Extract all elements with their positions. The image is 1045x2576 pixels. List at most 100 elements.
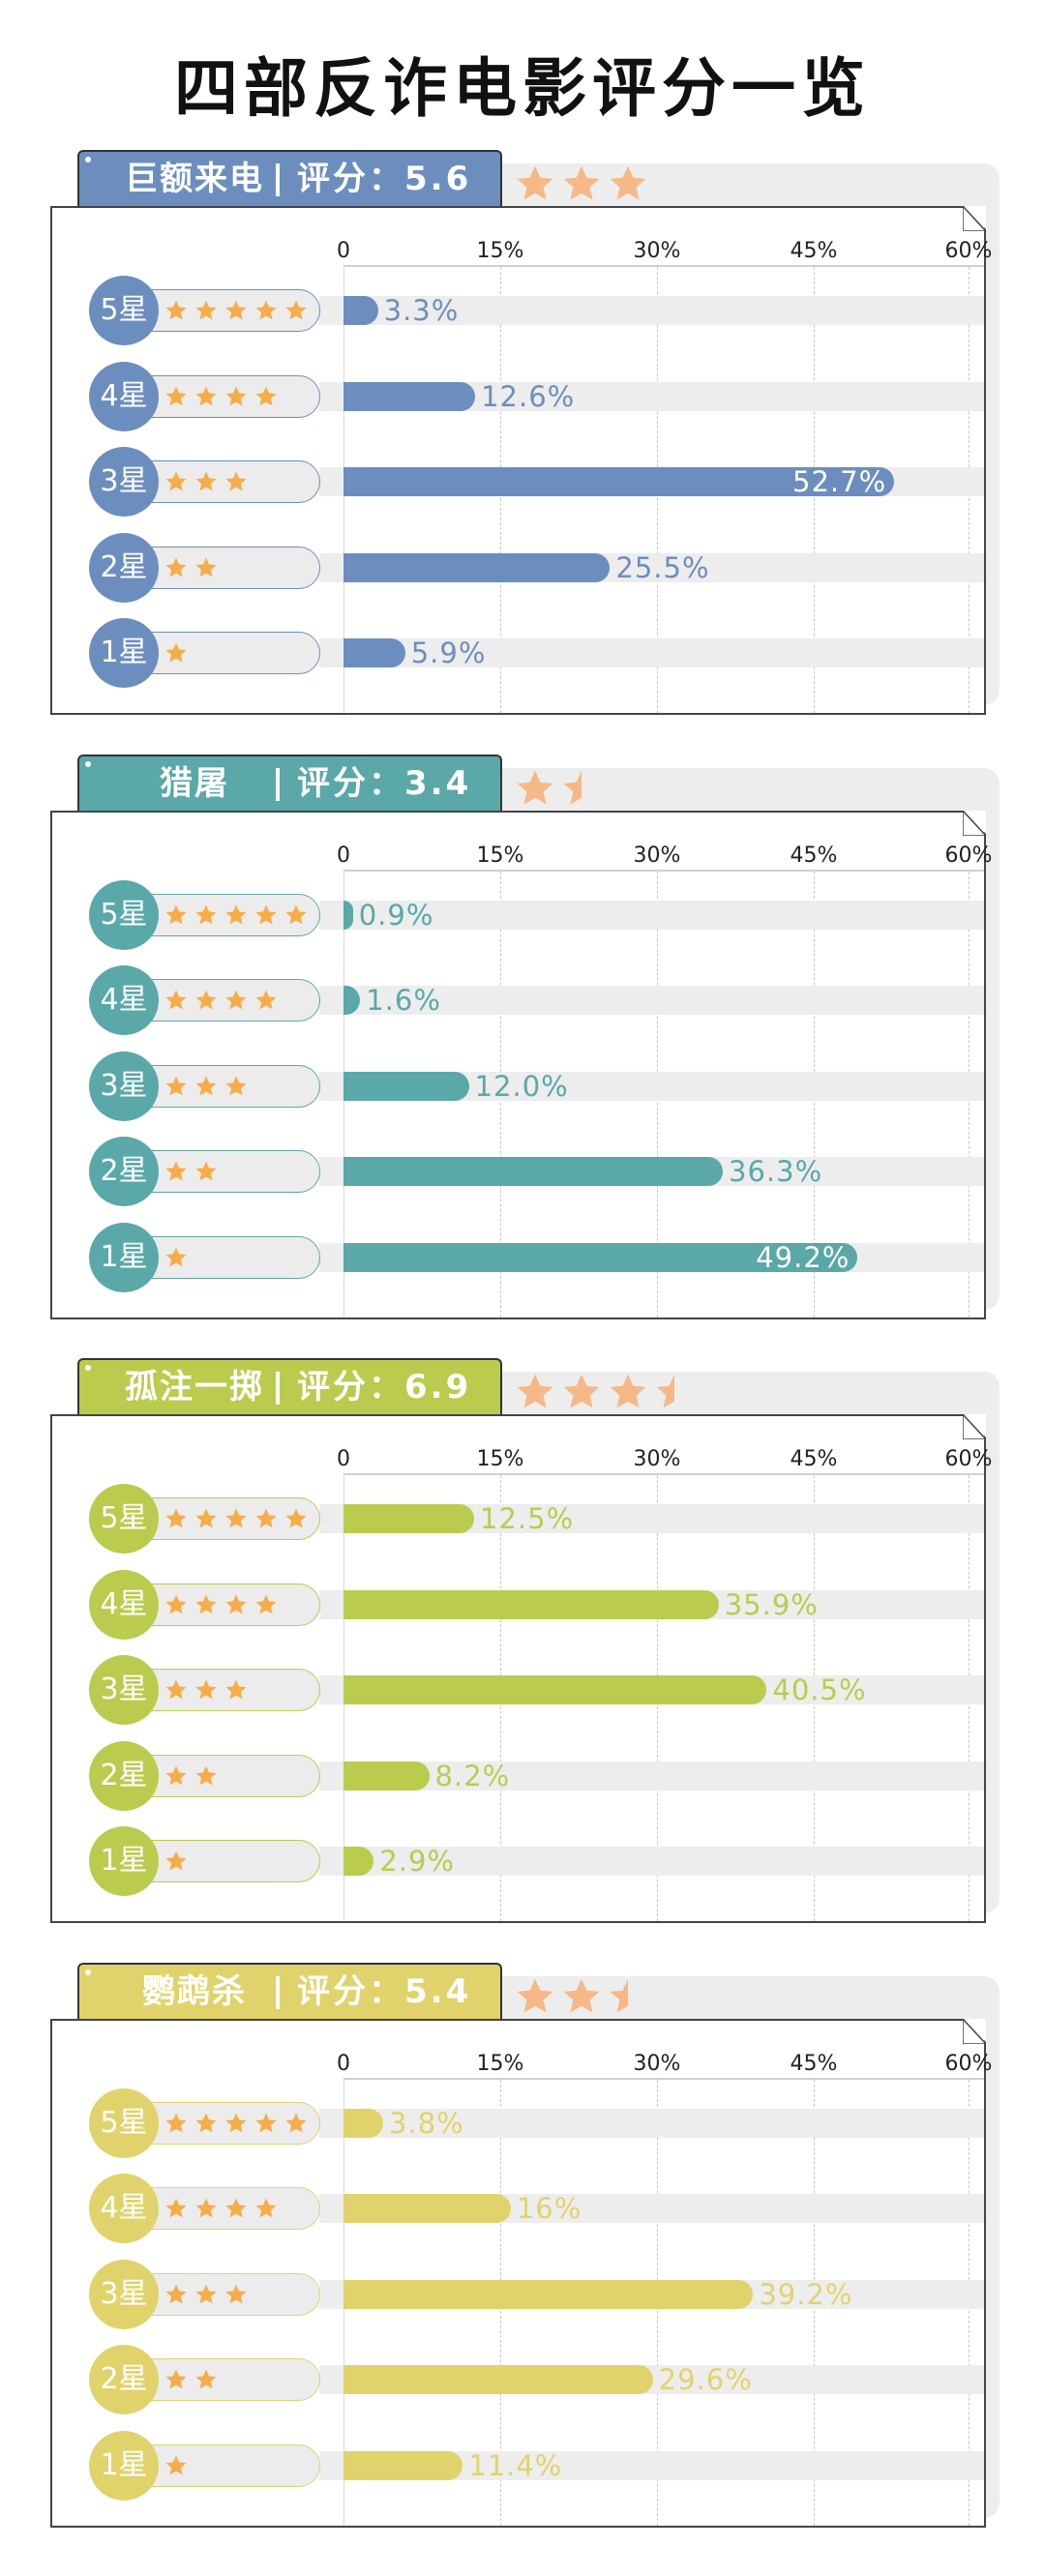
star-icon	[610, 165, 646, 200]
category-badge: 4星	[89, 1569, 159, 1640]
movie-title: 孤注一掷	[125, 1368, 264, 1406]
category-pill	[135, 546, 320, 589]
star-icon	[225, 990, 247, 1010]
panel-title-tab: 巨额来电 评分：5.6	[77, 150, 502, 206]
star-icon	[165, 1161, 187, 1181]
star-icon	[195, 471, 217, 491]
title-separator	[276, 1975, 280, 2009]
star-icon	[225, 904, 247, 924]
star-icon	[255, 386, 277, 405]
category-pill	[135, 632, 320, 674]
star-icon	[165, 1851, 187, 1871]
bar	[343, 900, 353, 930]
star-icon	[165, 1594, 187, 1614]
star-icon	[195, 1508, 217, 1528]
data-label: 16%	[516, 2192, 582, 2225]
data-label: 11.4%	[468, 2448, 563, 2482]
star-icon	[195, 300, 217, 320]
bar	[343, 2194, 511, 2223]
x-tick-label: 60%	[944, 843, 993, 868]
star-icon	[225, 471, 247, 491]
star-icon	[195, 904, 217, 924]
x-tick-label: 15%	[476, 1447, 524, 1471]
movie-score: 评分：6.9	[297, 1368, 472, 1406]
category-pill	[135, 1840, 320, 1882]
bar	[343, 1242, 858, 1272]
bar	[343, 2108, 384, 2138]
star-icon	[165, 471, 187, 491]
bar	[343, 1675, 767, 1704]
bar	[343, 1589, 719, 1619]
data-label: 2.9%	[379, 1845, 455, 1878]
x-axis-line	[343, 265, 984, 267]
movie-score: 评分：3.4	[297, 763, 472, 803]
category-pill	[135, 374, 320, 418]
bar	[343, 552, 611, 582]
folded-corner-icon	[963, 2018, 986, 2044]
data-label: 25.5%	[615, 550, 710, 584]
panel-title-tab: 孤注一掷 评分：6.9	[77, 1358, 502, 1414]
bar-track	[319, 638, 984, 667]
bar-track	[319, 1847, 984, 1876]
star-icon	[255, 1594, 277, 1614]
title-separator	[276, 767, 280, 801]
x-tick-label: 45%	[790, 843, 838, 868]
star-icon	[517, 1978, 553, 2012]
chart-panel: 巨额来电 评分：5.6 0 15% 30% 45% 60% 3.3% 5星 12.6% 4星 52.7…	[0, 150, 1045, 730]
folded-corner-icon	[963, 810, 986, 836]
star-icon	[195, 386, 217, 405]
star-icon	[285, 1508, 307, 1528]
category-badge: 3星	[89, 2259, 159, 2329]
category-badge: 5星	[89, 2087, 159, 2158]
data-label: 3.8%	[389, 2106, 464, 2140]
category-badge: 1星	[89, 1826, 159, 1896]
bar-track	[319, 1761, 984, 1791]
category-pill	[135, 1669, 320, 1711]
star-icon	[165, 2284, 187, 2303]
category-pill	[135, 1150, 320, 1193]
category-pill	[135, 1583, 320, 1626]
star-icon	[165, 2369, 187, 2389]
star-icon	[225, 1679, 247, 1700]
data-label: 36.3%	[729, 1155, 823, 1188]
x-tick-label: 60%	[944, 1447, 993, 1471]
bar	[343, 986, 361, 1015]
movie-title: 巨额来电	[125, 160, 264, 198]
half-star-icon	[563, 770, 582, 804]
bar	[343, 638, 405, 667]
star-icon	[195, 990, 217, 1010]
chart-panel: 鹦鹉杀 评分：5.4 0 15% 30% 45% 60% 3.8% 5星 16% 4星 39.2% 3星…	[0, 1962, 1045, 2543]
x-axis-line	[343, 869, 984, 872]
category-badge: 3星	[89, 1051, 159, 1121]
star-icon	[165, 557, 187, 577]
bar-track	[319, 296, 984, 325]
category-badge: 5星	[89, 879, 159, 950]
star-icon	[195, 1679, 217, 1700]
category-pill	[135, 2443, 320, 2487]
category-badge: 4星	[89, 2174, 159, 2243]
x-tick-label: 0	[337, 1447, 350, 1471]
data-label: 29.6%	[658, 2363, 753, 2396]
data-label: 12.6%	[481, 379, 576, 413]
category-pill	[135, 2272, 320, 2316]
category-badge: 1星	[89, 2430, 159, 2501]
x-tick-label: 0	[337, 843, 350, 868]
x-tick-label: 60%	[944, 2051, 993, 2076]
category-badge: 1星	[89, 618, 159, 688]
bar	[343, 467, 895, 496]
movie-score: 评分：5.6	[297, 160, 472, 198]
category-pill	[135, 1235, 320, 1279]
bar-track	[319, 900, 984, 930]
star-icon	[165, 642, 187, 663]
star-icon	[195, 1765, 217, 1785]
bar	[343, 1157, 724, 1186]
star-icon	[195, 2198, 217, 2218]
tab-dot	[85, 1969, 91, 1975]
title-separator	[276, 163, 280, 196]
x-axis-line	[343, 2077, 984, 2080]
x-tick-label: 30%	[633, 239, 681, 263]
bar	[343, 1071, 469, 1101]
star-icon	[563, 165, 600, 200]
data-label: 49.2%	[756, 1240, 851, 1274]
star-icon	[195, 2284, 217, 2303]
